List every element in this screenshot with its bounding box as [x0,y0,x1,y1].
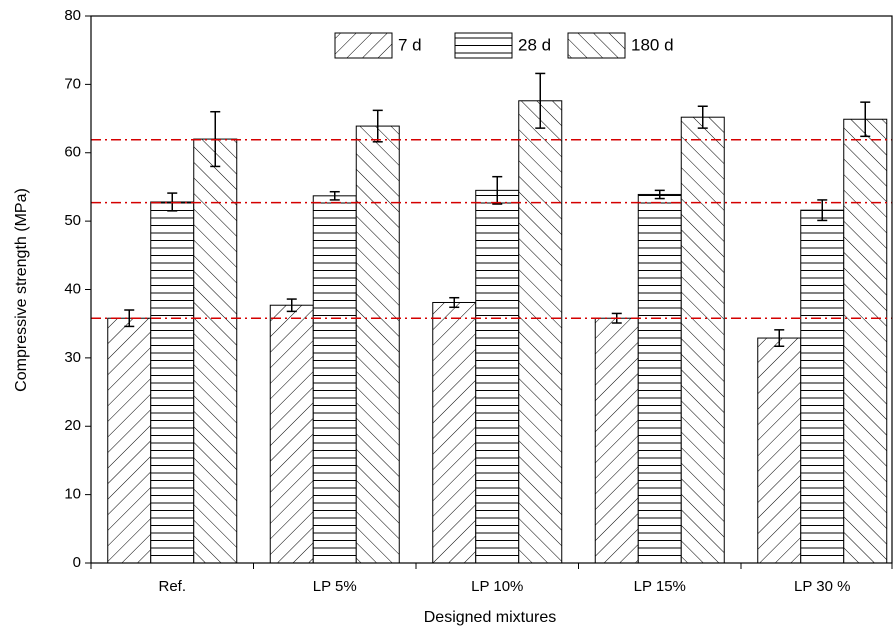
bar [680,116,725,564]
y-tick-label: 30 [64,349,81,366]
legend-swatch [454,32,513,59]
bar [757,337,802,564]
y-tick-label: 20 [64,417,81,434]
error-bar [329,190,340,201]
bar [843,118,888,564]
legend-swatch [334,32,393,59]
error-bar [774,329,785,348]
y-tick-label: 60 [64,144,81,161]
x-tick-label: LP 15% [634,578,686,595]
bar [800,209,845,564]
bar [637,193,682,564]
y-tick-label: 10 [64,486,81,503]
bar [107,317,152,564]
error-bar [535,72,546,129]
error-bar [697,105,708,129]
plot-frame [90,15,893,564]
error-bar [449,296,460,309]
y-axis-title: Compressive strength (MPa) [13,188,30,392]
bar [518,100,563,564]
error-bar [492,175,503,205]
bar [594,317,639,564]
bar [150,201,195,564]
y-tick-label: 80 [64,7,81,24]
bar [355,125,400,564]
legend-swatch [567,32,626,59]
legend-text: 28 d [518,35,551,54]
error-bar [124,309,135,328]
error-bar [817,199,828,222]
y-tick-label: 50 [64,212,81,229]
bar [432,301,477,564]
x-tick-label: LP 10% [471,578,523,595]
y-tick-label: 40 [64,280,81,297]
x-tick-label: LP 5% [313,578,357,595]
y-tick-label: 0 [73,554,81,571]
bar [269,304,314,564]
legend-text: 7 d [398,35,422,54]
x-tick-label: Ref. [158,578,186,595]
x-axis-title: Designed mixtures [424,609,557,626]
error-bar [286,298,297,313]
legend-text: 180 d [631,35,674,54]
y-tick-label: 70 [64,75,81,92]
x-tick-label: LP 30 % [794,578,850,595]
bar [312,195,357,564]
error-bar [860,101,871,138]
bar [193,138,238,564]
bar [475,189,520,564]
error-bar [372,109,383,143]
error-bar [654,189,665,200]
